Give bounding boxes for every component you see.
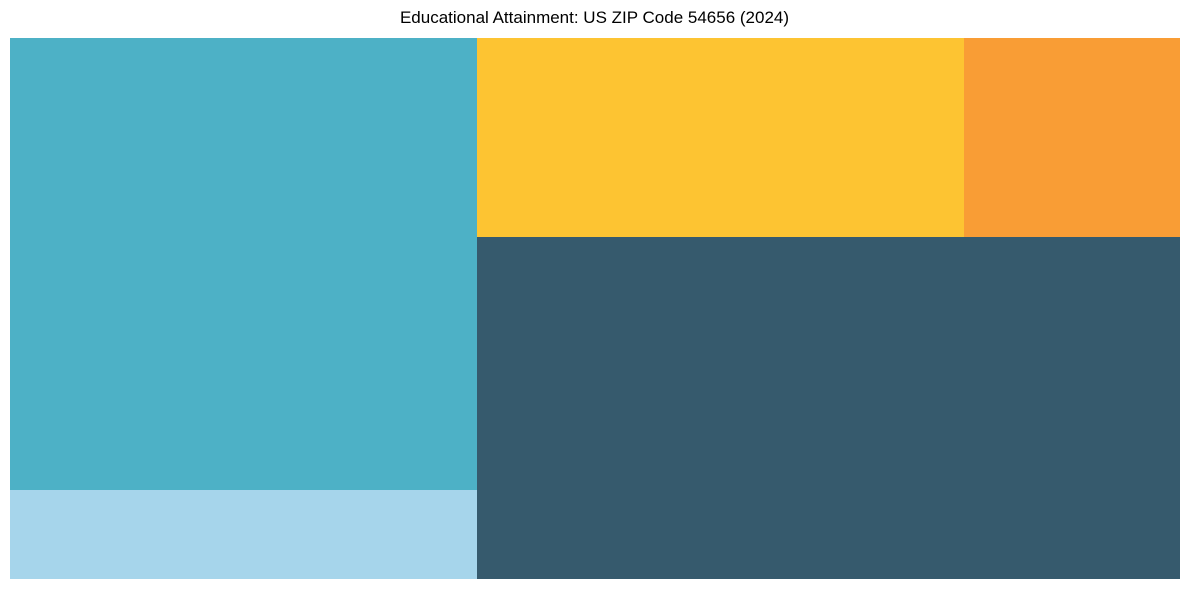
treemap-plot-area — [10, 38, 1180, 579]
treemap-cell-orange[interactable] — [964, 38, 1180, 237]
treemap-cell-light-blue[interactable] — [10, 490, 477, 579]
treemap-cell-yellow[interactable] — [477, 38, 964, 237]
chart-title: Educational Attainment: US ZIP Code 5465… — [399, 8, 790, 27]
treemap-cell-teal[interactable] — [10, 38, 477, 490]
treemap-cell-dark-slate[interactable] — [477, 237, 1180, 579]
